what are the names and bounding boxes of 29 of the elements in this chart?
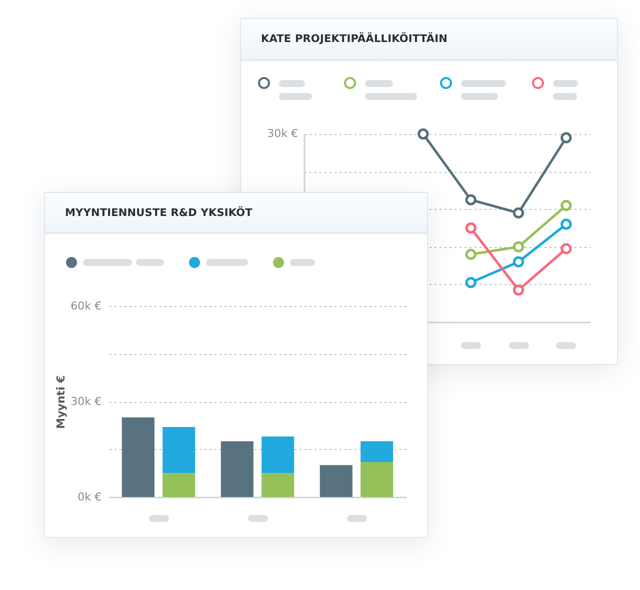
bar: [122, 417, 154, 497]
point: [418, 128, 429, 140]
point: [465, 222, 476, 234]
bar: [262, 436, 294, 474]
text: 30k €: [267, 127, 298, 140]
point: [560, 243, 572, 254]
y-tick-label: 0k €: [78, 490, 102, 504]
point: [512, 207, 524, 219]
bar: [220, 441, 254, 497]
point: [560, 200, 572, 212]
bar: [262, 473, 294, 497]
bar: [162, 473, 196, 497]
point: [560, 218, 572, 230]
chart-title: MYYNTIENNUSTE R&D YKSIKÖT: [65, 205, 252, 221]
bar: [360, 462, 394, 497]
point: [465, 276, 476, 288]
bar: [360, 441, 394, 462]
point: [560, 132, 572, 144]
point: [512, 284, 524, 296]
y-tick-label: 60k €: [70, 300, 102, 312]
bar: [162, 426, 196, 474]
bar: [320, 465, 352, 497]
point: [465, 194, 476, 206]
point: [512, 241, 524, 252]
y-axis-title: Myynti €: [54, 375, 68, 429]
point: [512, 256, 524, 268]
y-tick-label: 30k €: [70, 395, 102, 408]
chart-title: KATE PROJEKTIPÄÄLLIKÖITTÄIN: [261, 31, 448, 47]
point: [465, 248, 476, 260]
